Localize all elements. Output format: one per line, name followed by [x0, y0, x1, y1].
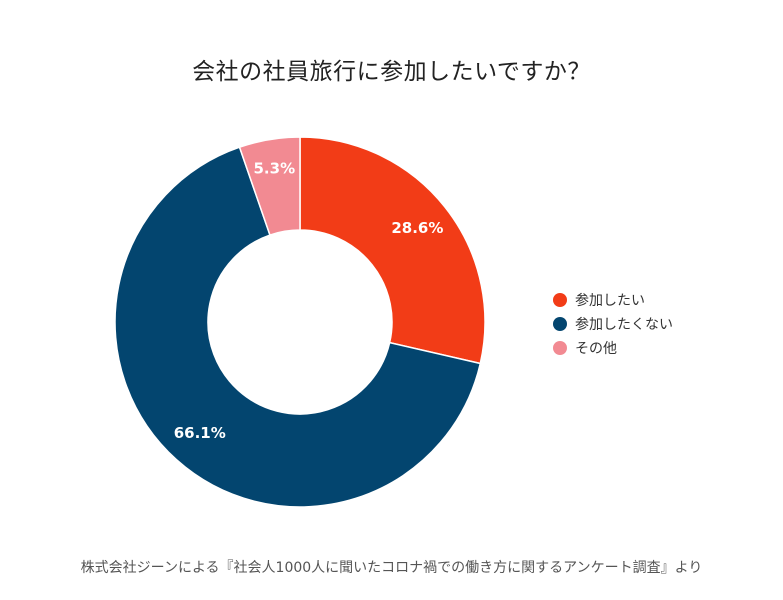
chart-title: 会社の社員旅行に参加したいですか？ [192, 59, 591, 85]
legend-label: その他 [575, 341, 617, 357]
legend-swatch-icon [553, 341, 567, 355]
legend-item-sanka-shitai[interactable]: 参加したい [553, 288, 673, 312]
donut-slice-sanka-shitai[interactable] [299, 136, 486, 365]
legend-item-sonota[interactable]: その他 [553, 336, 673, 360]
chart-legend: 参加したい 参加したくない その他 [553, 288, 673, 360]
donut-slices [114, 136, 486, 508]
legend-item-sanka-shitakunai[interactable]: 参加したくない [553, 312, 673, 336]
legend-swatch-icon [553, 317, 567, 331]
legend-swatch-icon [553, 293, 567, 307]
donut-slice-sanka-shitakunai[interactable] [114, 146, 482, 508]
slice-value-label: 66.1% [174, 424, 226, 442]
slice-value-label: 28.6% [391, 219, 443, 237]
legend-label: 参加したくない [575, 317, 673, 333]
donut-value-labels: 28.6% 66.1% 5.3% [174, 160, 444, 442]
source-note: 株式会社ジーンによる『社会人1000人に聞いたコロナ禍での働き方に関するアンケー… [80, 560, 703, 576]
donut-slice-sonota[interactable] [238, 136, 301, 237]
slice-value-label: 5.3% [254, 160, 296, 178]
legend-label: 参加したい [575, 293, 645, 309]
